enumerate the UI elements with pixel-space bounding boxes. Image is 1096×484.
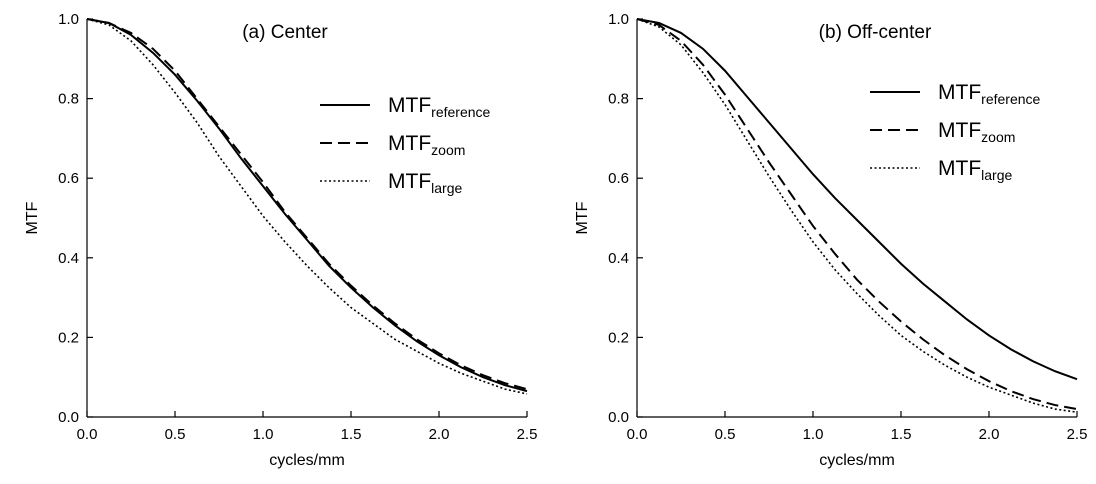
panel-title: (b) Off-center (819, 22, 932, 43)
x-tick-label: 1.0 (803, 426, 824, 443)
x-tick-label: 0.0 (77, 426, 98, 443)
legend-label-zoom: MTFzoom (388, 132, 465, 158)
y-axis-title: MTF (24, 201, 41, 234)
legend: MTFreference MTFzoom MTFlarge (320, 94, 491, 196)
series-line-reference (86, 18, 528, 393)
y-tick-label: 0.0 (608, 409, 629, 426)
chart-panel-b: 0.0 0.5 1.0 1.5 2.0 2.5 0.0 0.2 0.4 0.6 0.8 1.0 cycl… (574, 11, 1087, 469)
series-line-reference (636, 18, 1078, 381)
series-line-zoom (86, 18, 528, 391)
chart-panel-a: 0.0 0.5 1.0 1.5 2.0 2.5 0.0 0.2 0.4 0.6 0.8 1.0 cycl… (24, 11, 537, 469)
x-tick-label: 1.5 (891, 426, 912, 443)
series-line-large (636, 18, 1078, 414)
y-tick-label: 1.0 (608, 11, 629, 28)
x-tick-label: 2.0 (979, 426, 1000, 443)
y-axis-title: MTF (574, 201, 591, 234)
x-axis-title: cycles/mm (269, 452, 345, 469)
series-line-large (86, 18, 528, 395)
y-tick-label: 0.2 (58, 329, 79, 346)
legend-label-reference: MTFreference (938, 81, 1041, 107)
x-tick-label: 2.5 (1067, 426, 1088, 443)
legend-label-zoom: MTFzoom (938, 119, 1015, 145)
y-tick-label: 0.4 (58, 250, 79, 267)
y-tick-label: 0.4 (608, 250, 629, 267)
legend-label-reference: MTFreference (388, 94, 491, 120)
legend-label-large: MTFlarge (388, 170, 463, 196)
x-tick-label: 1.5 (341, 426, 362, 443)
y-tick-label: 0.2 (608, 329, 629, 346)
x-tick-label: 0.5 (715, 426, 736, 443)
y-tick-label: 0.8 (608, 91, 629, 108)
y-tick-label: 0.8 (58, 91, 79, 108)
legend: MTFreference MTFzoom MTFlarge (870, 81, 1041, 183)
x-tick-label: 0.0 (627, 426, 648, 443)
series-line-zoom (636, 18, 1078, 411)
x-axis-title: cycles/mm (819, 452, 895, 469)
legend-label-large: MTFlarge (938, 157, 1013, 183)
x-tick-label: 1.0 (253, 426, 274, 443)
y-tick-label: 0.6 (58, 170, 79, 187)
x-tick-label: 0.5 (165, 426, 186, 443)
y-tick-label: 1.0 (58, 11, 79, 28)
y-tick-label: 0.0 (58, 409, 79, 426)
x-tick-label: 2.0 (429, 426, 450, 443)
y-tick-label: 0.6 (608, 170, 629, 187)
panel-title: (a) Center (242, 22, 328, 43)
x-tick-label: 2.5 (517, 426, 538, 443)
